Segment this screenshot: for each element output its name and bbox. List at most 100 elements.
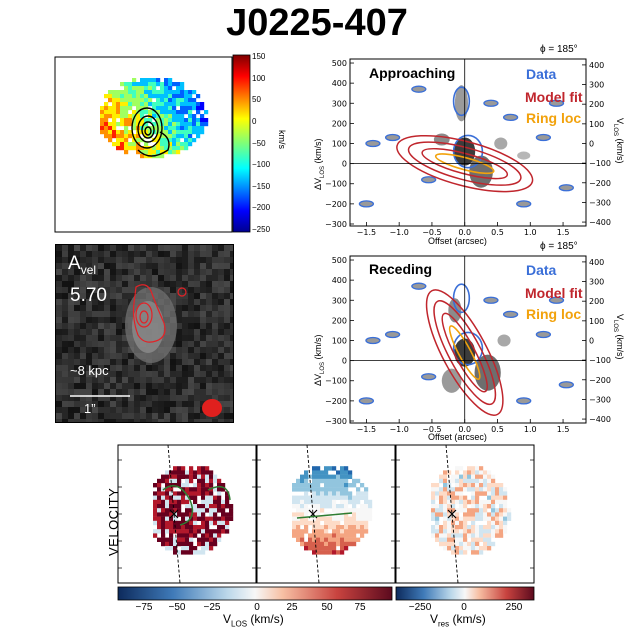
bottom-pixel xyxy=(475,525,480,530)
velocity-pixel xyxy=(180,98,185,103)
bottom-pixel xyxy=(352,537,357,542)
bottom-pixel xyxy=(328,546,333,551)
bottom-pixel xyxy=(340,487,345,492)
bottom-pixel xyxy=(435,520,440,526)
bottom-panel-data xyxy=(117,444,257,584)
noise-pixel xyxy=(194,407,200,413)
bottom-pixel xyxy=(499,520,504,526)
pv-approaching-panel: −1.5 −1.0 −0.5 0.0 0.5 1.0 1.5−300−200−1000100… xyxy=(325,58,611,237)
velocity-pixel xyxy=(180,110,185,115)
noise-pixel xyxy=(98,407,104,413)
velocity-pixel xyxy=(156,118,161,123)
noise-pixel xyxy=(68,347,74,353)
bottom-pixel xyxy=(467,499,472,505)
noise-pixel xyxy=(80,299,86,305)
bottom-pixel xyxy=(499,504,504,509)
bottom-pixel xyxy=(475,504,480,509)
velocity-pixel xyxy=(156,98,161,103)
noise-pixel xyxy=(122,413,128,419)
bottom-pixel xyxy=(296,512,301,517)
noise-pixel xyxy=(188,407,194,413)
bottom-pixel xyxy=(324,487,329,492)
velocity-pixel xyxy=(156,90,161,95)
bottom-pixel xyxy=(475,533,480,538)
bottom-pixel xyxy=(471,550,476,555)
pv-data-contour xyxy=(365,139,381,148)
noise-pixel xyxy=(56,251,62,257)
noise-pixel xyxy=(62,353,68,359)
bottom-pixel xyxy=(336,525,341,530)
bottom-pixel xyxy=(475,516,480,521)
velocity-pixel xyxy=(136,134,141,139)
bottom-pixel xyxy=(217,495,222,500)
bottom-pixel xyxy=(296,533,301,538)
bottom-pixel xyxy=(165,537,170,542)
bottom-pixel xyxy=(332,491,337,496)
noise-pixel xyxy=(170,419,176,422)
bottom-pixel xyxy=(189,478,194,484)
bottom-pixel xyxy=(491,483,496,488)
bottom-pixel xyxy=(324,546,329,551)
noise-pixel xyxy=(146,245,152,251)
noise-pixel xyxy=(80,323,86,329)
noise-pixel xyxy=(80,389,86,395)
bottom-pixel xyxy=(173,541,178,547)
noise-pixel xyxy=(74,353,80,359)
bottom-pixel xyxy=(340,504,345,509)
bottom-pixel xyxy=(316,516,321,521)
velocity-pixel xyxy=(180,122,185,127)
noise-pixel xyxy=(68,287,74,293)
bottom-pixel xyxy=(292,529,297,534)
noise-pixel xyxy=(140,359,146,365)
velocity-pixel xyxy=(124,126,129,131)
noise-pixel xyxy=(86,407,92,413)
bottom-pixel xyxy=(225,529,230,534)
noise-pixel xyxy=(230,287,233,293)
noise-pixel xyxy=(116,383,122,389)
bottom-pixel xyxy=(443,529,448,534)
noise-pixel xyxy=(218,275,224,281)
velocity-pixel xyxy=(192,90,197,95)
noise-pixel xyxy=(104,335,110,341)
velocity-pixel xyxy=(136,138,141,143)
bottom-pixel xyxy=(221,508,226,513)
velocity-pixel xyxy=(168,114,173,119)
noise-pixel xyxy=(200,269,206,275)
noise-pixel xyxy=(80,365,86,371)
noise-pixel xyxy=(212,263,218,269)
noise-pixel xyxy=(68,281,74,287)
velocity-pixel xyxy=(112,110,117,115)
bottom-pixel xyxy=(451,487,456,492)
velocity-pixel xyxy=(172,114,177,119)
legend-ring-approaching: Ring loc xyxy=(526,110,582,126)
noise-pixel xyxy=(212,347,218,353)
noise-pixel xyxy=(92,275,98,281)
noise-pixel xyxy=(218,401,224,407)
velocity-pixel xyxy=(164,114,169,119)
noise-pixel xyxy=(104,287,110,293)
bottom-pixel xyxy=(173,537,178,542)
noise-pixel xyxy=(110,407,116,413)
bottom-pixel xyxy=(451,516,456,521)
noise-pixel xyxy=(170,401,176,407)
velocity-pixel xyxy=(188,126,193,131)
noise-pixel xyxy=(122,383,128,389)
noise-pixel xyxy=(62,335,68,341)
noise-pixel xyxy=(140,257,146,263)
bottom-pixel xyxy=(312,537,317,542)
bottom-pixel xyxy=(328,516,333,521)
noise-pixel xyxy=(62,389,68,395)
noise-pixel xyxy=(218,287,224,293)
bottom-pixel xyxy=(312,541,317,547)
velocity-pixel xyxy=(156,82,161,87)
noise-pixel xyxy=(176,329,182,335)
bottom-pixel xyxy=(201,529,206,534)
bottom-pixel xyxy=(475,508,480,513)
velocity-pixel xyxy=(112,142,117,147)
velocity-pixel xyxy=(148,150,153,155)
bottom-pixel xyxy=(328,495,333,500)
noise-pixel xyxy=(56,257,62,263)
bottom-pixel xyxy=(356,512,361,517)
bottom-pixel xyxy=(197,474,202,479)
